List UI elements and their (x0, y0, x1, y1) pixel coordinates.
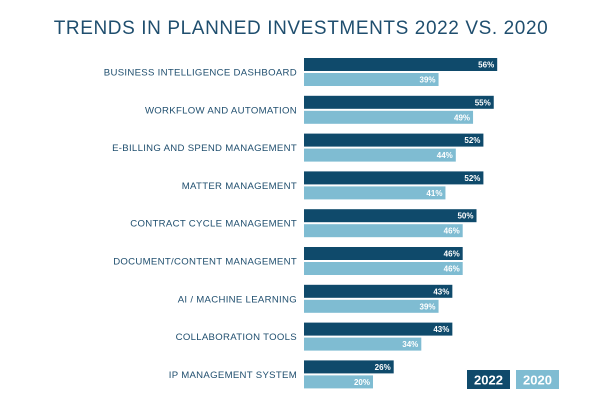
legend-label-2022: 2022 (474, 373, 503, 388)
value-label-2020: 41% (426, 189, 442, 198)
bar-2020 (304, 186, 446, 200)
bar-2022 (304, 171, 484, 185)
bar-2020 (304, 224, 463, 238)
legend-swatch-2020 (516, 370, 559, 389)
bar-2022 (304, 322, 453, 336)
bar-2022 (304, 209, 477, 223)
bar-2020 (304, 148, 456, 162)
value-label-2020: 39% (420, 76, 436, 85)
bar-2022 (304, 360, 394, 374)
category-label: AI / MACHINE LEARNING (178, 294, 297, 305)
value-label-2022: 52% (464, 174, 480, 183)
value-label-2020: 39% (420, 302, 436, 311)
category-label: CONTRACT CYCLE MANAGEMENT (130, 219, 297, 230)
bar-2020 (304, 299, 439, 313)
value-label-2022: 43% (433, 325, 449, 334)
category-label: IP MANAGEMENT SYSTEM (169, 370, 297, 381)
legend-swatch-2022 (467, 370, 510, 389)
value-label-2020: 44% (437, 151, 453, 160)
value-label-2022: 56% (478, 61, 494, 70)
value-labels: 56% 39% 55% 49% 52% 44% 52% 41% 50% 46% 46% 46% 43% 3… (354, 61, 494, 387)
bar-2022 (304, 247, 463, 260)
value-label-2022: 26% (375, 363, 391, 372)
value-label-2020: 34% (402, 340, 418, 349)
category-label: COLLABORATION TOOLS (176, 332, 297, 343)
bar-2022 (304, 95, 494, 109)
value-label-2022: 46% (444, 250, 460, 259)
bar-2022 (304, 284, 453, 298)
value-label-2022: 50% (457, 212, 473, 221)
category-label: MATTER MANAGEMENT (182, 181, 297, 192)
category-label: E-BILLING AND SPEND MANAGEMENT (112, 143, 297, 154)
value-label-2022: 52% (464, 136, 480, 145)
value-label-2020: 46% (444, 227, 460, 236)
value-label-2022: 43% (433, 287, 449, 296)
bars (304, 58, 498, 389)
bar-2022 (304, 58, 498, 71)
category-label: BUSINESS INTELLIGENCE DASHBOARD (104, 68, 297, 79)
value-label-2022: 55% (475, 98, 491, 107)
bar-2020 (304, 375, 373, 389)
category-label: WORKFLOW AND AUTOMATION (145, 105, 297, 116)
bar-2022 (304, 133, 484, 147)
chart-title: TRENDS IN PLANNED INVESTMENTS 2022 VS. 2… (54, 18, 549, 39)
bar-2020 (304, 262, 463, 275)
category-label: DOCUMENT/CONTENT MANAGEMENT (113, 257, 297, 268)
value-label-2020: 20% (354, 378, 370, 387)
value-label-2020: 49% (454, 113, 470, 122)
bar-2020 (304, 73, 439, 86)
category-labels: BUSINESS INTELLIGENCE DASHBOARD WORKFLOW … (104, 68, 297, 381)
bar-2020 (304, 110, 474, 124)
bar-2020 (304, 337, 422, 351)
value-label-2020: 46% (444, 265, 460, 274)
legend-label-2020: 2020 (523, 373, 552, 388)
legend: 2022 2020 (467, 370, 559, 389)
